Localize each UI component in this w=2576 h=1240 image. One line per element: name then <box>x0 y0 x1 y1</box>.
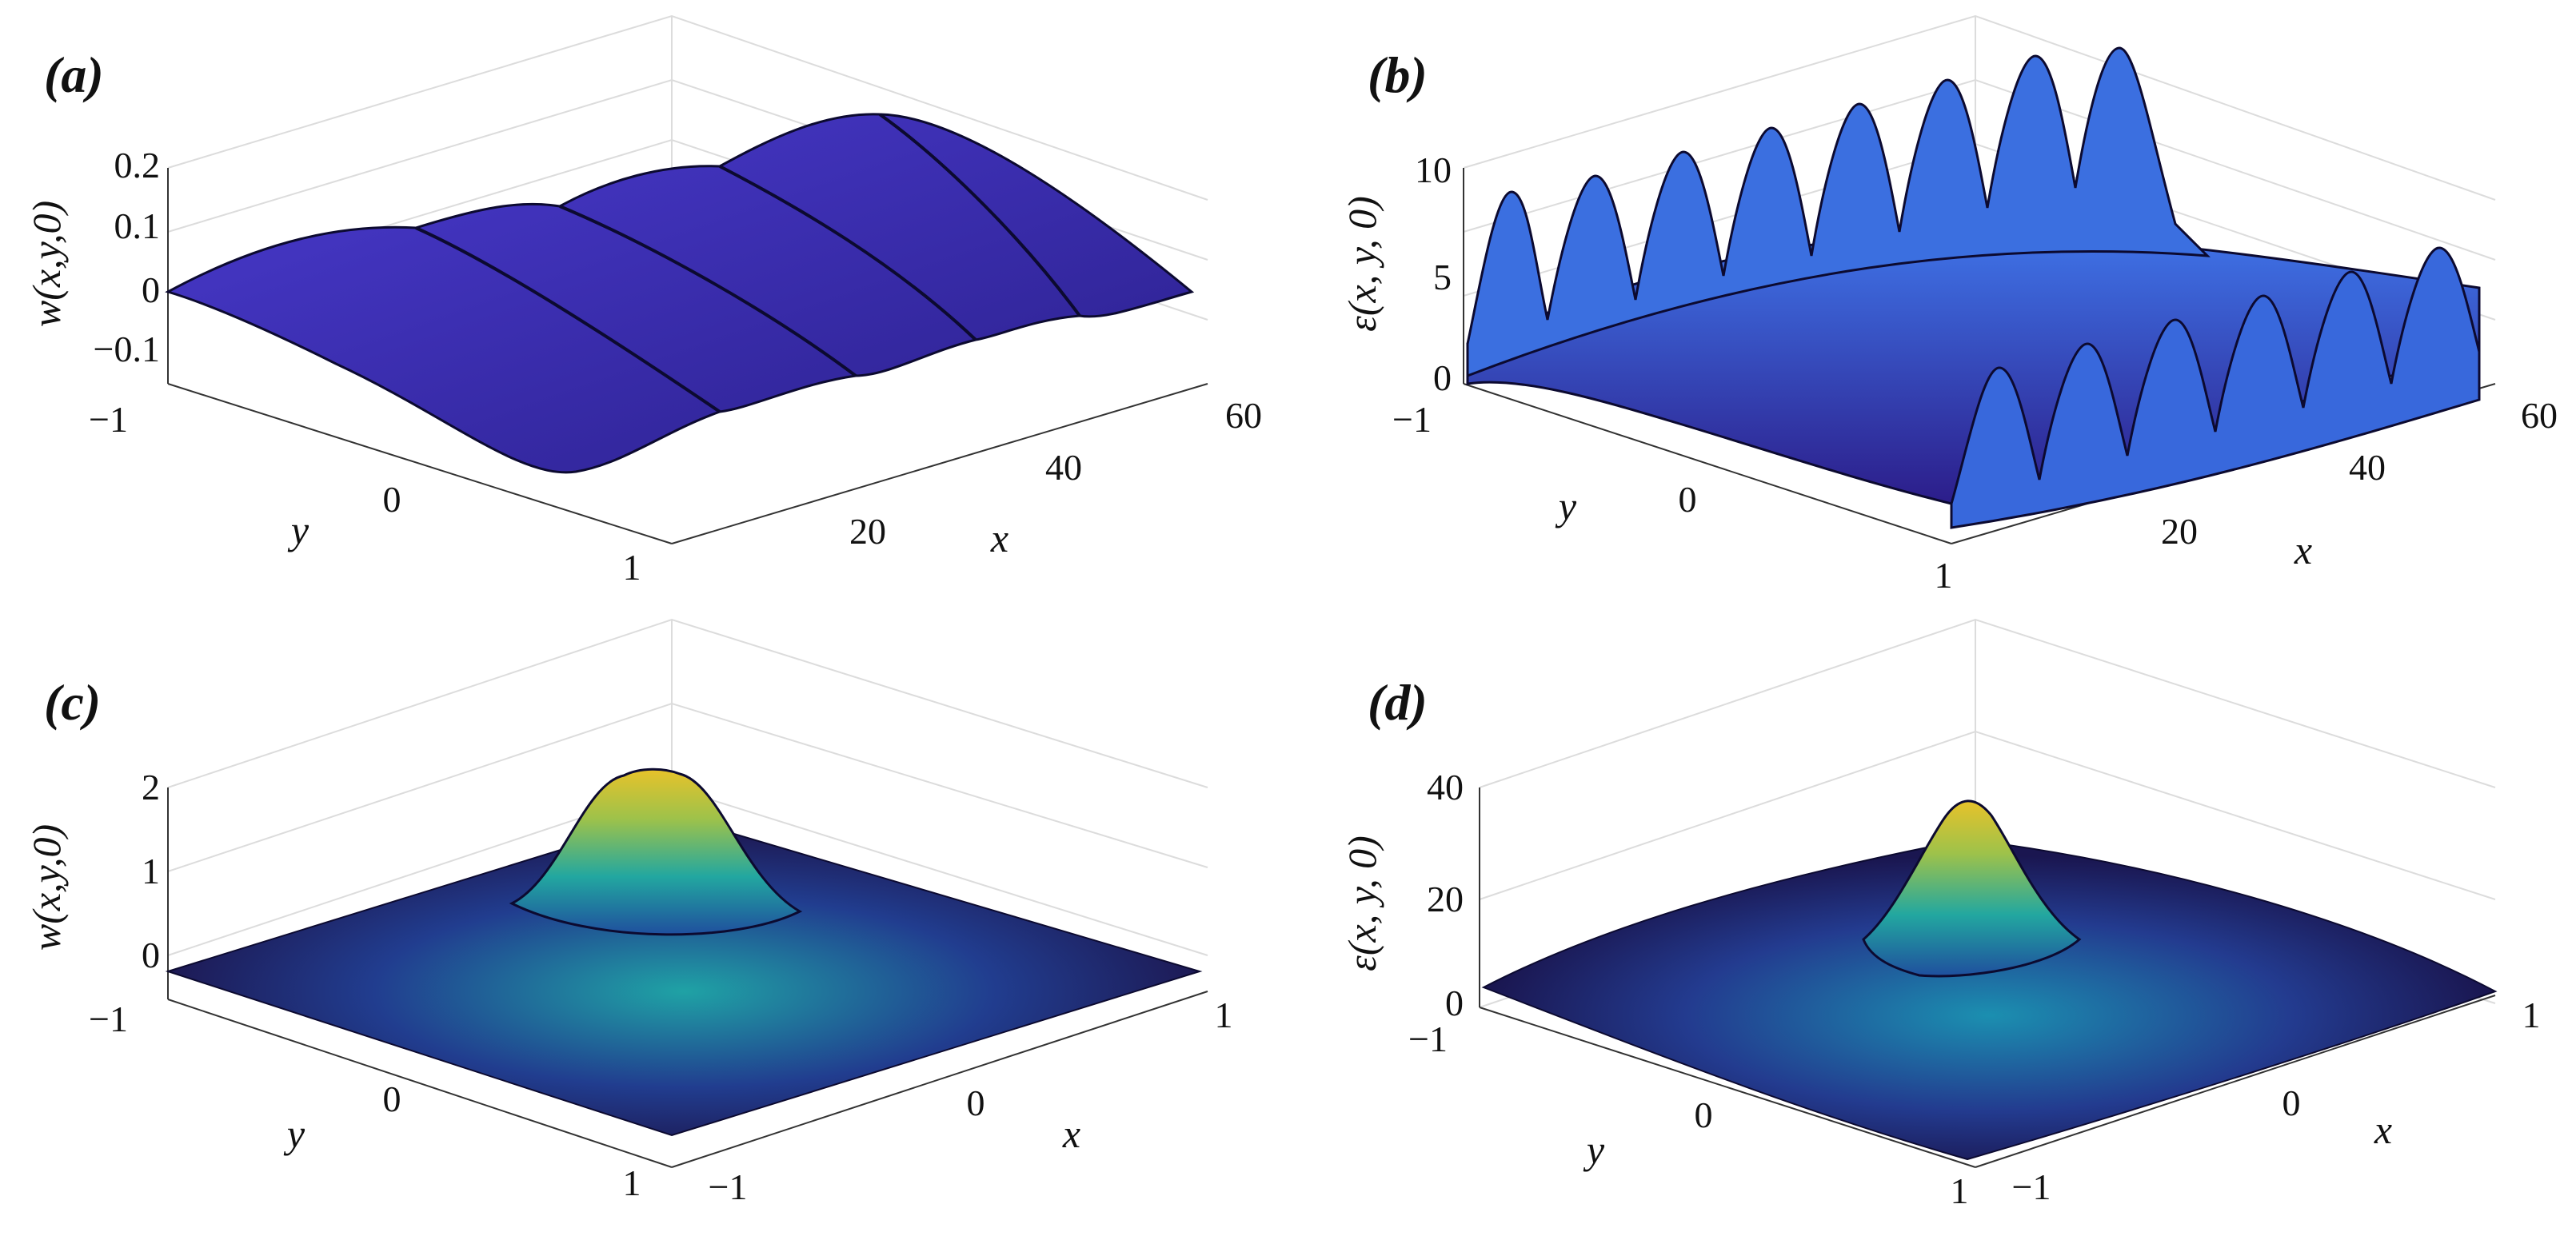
xtick-d-2: 1 <box>2522 995 2541 1035</box>
surface-d <box>1481 799 2498 1161</box>
ytick-a-2: 1 <box>623 547 641 588</box>
xlabel-d: x <box>2374 1107 2392 1152</box>
surface-b-front-peaks <box>1950 246 2481 529</box>
ztick-a-0: 0.2 <box>114 145 161 185</box>
surface-a-crest-3 <box>719 165 977 341</box>
xtick-a-1: 40 <box>1045 447 1082 488</box>
panel-d: (d) 40 20 0 ε(x, y, 0) −1 0 1 y −1 0 1 x <box>1340 618 2541 1211</box>
axes-box-c <box>167 618 1208 1168</box>
xtick-b-0: 20 <box>2161 511 2198 552</box>
surface-a-body <box>165 113 1195 474</box>
xlabel-b: x <box>2294 528 2312 572</box>
ytick-a-1: 0 <box>383 479 401 520</box>
panel-label-d: (d) <box>1368 674 1428 731</box>
ytick-d-0: −1 <box>1408 1019 1448 1059</box>
panel-label-c: (c) <box>44 674 101 731</box>
xtick-d-1: 0 <box>2282 1083 2301 1123</box>
surface-c-base <box>165 814 1203 1137</box>
ytick-b-0: −1 <box>1392 399 1432 440</box>
ytick-d-2: 1 <box>1951 1170 1969 1211</box>
ztick-d-2: 0 <box>1445 983 1464 1023</box>
ztick-c-2: 0 <box>142 935 160 975</box>
surface-a <box>165 113 1195 474</box>
xlabel-c: x <box>1062 1111 1080 1156</box>
xtick-b-1: 40 <box>2349 447 2386 488</box>
xtick-a-0: 20 <box>849 511 886 552</box>
ylabel-c: y <box>283 1111 306 1156</box>
surface-b <box>1466 46 2481 529</box>
ytick-c-0: −1 <box>89 999 128 1039</box>
xtick-d-0: −1 <box>2012 1166 2051 1207</box>
ztick-c-1: 1 <box>142 851 160 891</box>
surface-a-crest-4 <box>878 113 1081 317</box>
ztick-c-0: 2 <box>142 767 160 807</box>
zlabel-d: ε(x, y, 0) <box>1340 835 1384 971</box>
xlabel-a: x <box>990 516 1008 560</box>
panel-label-a: (a) <box>44 46 104 103</box>
ztick-d-1: 20 <box>1427 879 1464 919</box>
surface-c <box>165 768 1203 1137</box>
ytick-d-1: 0 <box>1695 1094 1713 1135</box>
surface-d-peak <box>1862 799 2082 978</box>
ytick-b-1: 0 <box>1679 479 1697 520</box>
xtick-c-2: 1 <box>1215 995 1233 1035</box>
ztick-b-2: 0 <box>1433 357 1452 398</box>
zlabel-a: w(x,y,0) <box>24 201 69 327</box>
panel-c: (c) 2 1 0 w(x,y,0) −1 0 1 y −1 0 1 x <box>24 618 1233 1207</box>
surface-a-crest-1 <box>415 226 721 413</box>
surface-d-base <box>1481 838 2498 1161</box>
ylabel-d: y <box>1583 1127 1605 1172</box>
ztick-b-0: 10 <box>1415 150 1452 190</box>
ylabel-b: y <box>1555 484 1577 528</box>
xtick-c-1: 0 <box>967 1083 985 1123</box>
ytick-c-1: 0 <box>383 1079 401 1119</box>
surface-a-crest-2 <box>559 205 857 377</box>
ztick-b-1: 5 <box>1433 257 1452 297</box>
ytick-a-0: −1 <box>89 399 128 440</box>
xtick-b-2: 60 <box>2521 395 2558 436</box>
ylabel-a: y <box>287 508 310 552</box>
panel-b: (b) 10 5 0 ε(x, y, 0) −1 0 1 y 20 40 60 … <box>1340 14 2558 596</box>
panel-a: (a) 0.2 0.1 0 −0.1 w(x,y,0) −1 0 1 y 20 … <box>24 14 1262 588</box>
ztick-a-2: 0 <box>142 269 160 310</box>
zlabel-b: ε(x, y, 0) <box>1340 196 1384 332</box>
ytick-b-2: 1 <box>1935 555 1953 596</box>
surface-b-back-peaks <box>1466 46 2211 378</box>
surface-c-peak <box>509 768 803 936</box>
panel-label-b: (b) <box>1368 46 1428 103</box>
ztick-a-1: 0.1 <box>114 205 161 246</box>
ztick-a-3: −0.1 <box>94 329 160 369</box>
ytick-c-2: 1 <box>623 1162 641 1203</box>
xtick-a-2: 60 <box>1225 395 1262 436</box>
zlabel-c: w(x,y,0) <box>24 824 69 951</box>
ztick-d-0: 40 <box>1427 767 1464 807</box>
xtick-c-0: −1 <box>709 1166 748 1207</box>
